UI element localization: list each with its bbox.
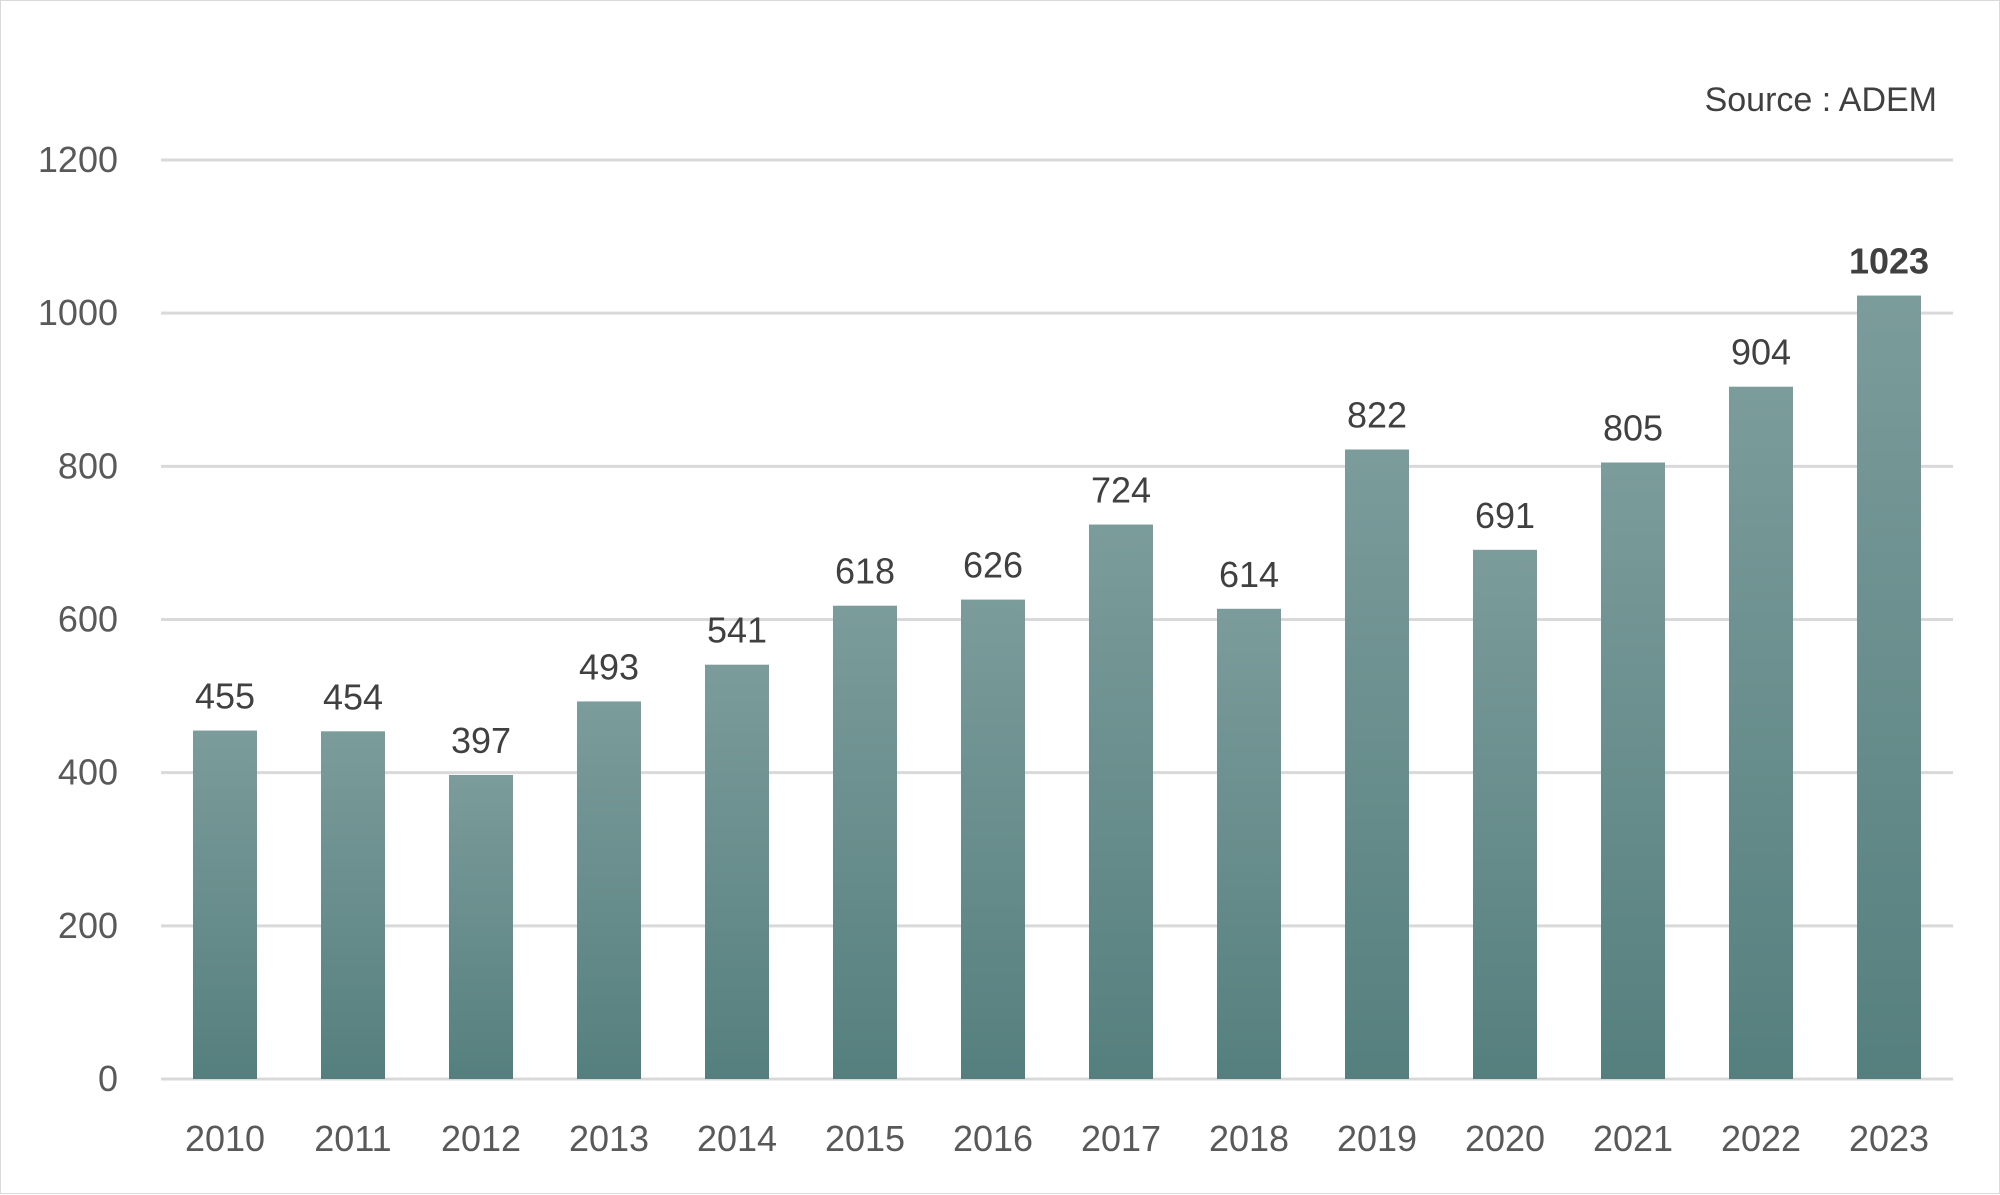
gridlines xyxy=(161,158,1953,1081)
y-tick-label: 600 xyxy=(58,599,118,640)
x-tick-label: 2021 xyxy=(1593,1118,1673,1159)
x-tick-label: 2019 xyxy=(1337,1118,1417,1159)
data-label: 455 xyxy=(195,676,255,717)
x-tick-label: 2018 xyxy=(1209,1118,1289,1159)
bar xyxy=(1473,549,1537,1079)
bar xyxy=(1729,386,1793,1080)
x-tick-label: 2023 xyxy=(1849,1118,1929,1159)
data-label: 724 xyxy=(1091,470,1151,511)
x-tick-label: 2014 xyxy=(697,1118,777,1159)
y-tick-label: 1200 xyxy=(38,139,118,180)
y-tick-label: 800 xyxy=(58,445,118,486)
bar xyxy=(1601,462,1665,1080)
data-label: 626 xyxy=(963,545,1023,586)
data-label: 1023 xyxy=(1849,241,1929,282)
y-axis-tick-labels: 0 200 400 600 800 1000 1200 xyxy=(38,139,118,1099)
bar xyxy=(1089,524,1153,1079)
y-tick-label: 200 xyxy=(58,905,118,946)
x-tick-label: 2015 xyxy=(825,1118,905,1159)
x-tick-label: 2022 xyxy=(1721,1118,1801,1159)
bar xyxy=(1857,295,1921,1079)
x-tick-label: 2016 xyxy=(953,1118,1033,1159)
bar xyxy=(1345,449,1409,1079)
data-label: 904 xyxy=(1731,332,1791,373)
bar xyxy=(833,605,897,1079)
y-tick-label: 0 xyxy=(98,1058,118,1099)
data-label: 541 xyxy=(707,610,767,651)
y-tick-label: 1000 xyxy=(38,292,118,333)
bar xyxy=(449,774,513,1079)
x-tick-label: 2011 xyxy=(314,1118,391,1159)
data-label: 493 xyxy=(579,646,639,687)
bar xyxy=(321,731,385,1079)
data-label: 618 xyxy=(835,551,895,592)
x-tick-label: 2012 xyxy=(441,1118,521,1159)
source-note: Source : ADEM xyxy=(1704,81,1937,119)
bar xyxy=(193,730,257,1079)
bar xyxy=(705,664,769,1079)
bar xyxy=(1217,608,1281,1079)
data-label: 454 xyxy=(323,676,383,717)
data-label: 822 xyxy=(1347,394,1407,435)
y-tick-label: 400 xyxy=(58,752,118,793)
data-label: 691 xyxy=(1475,495,1535,536)
x-tick-label: 2017 xyxy=(1081,1118,1161,1159)
x-tick-label: 2013 xyxy=(569,1118,649,1159)
data-labels: 455 454 397 493 541 618 626 724 614 822 691 805 904 1… xyxy=(195,241,1929,761)
x-tick-label: 2010 xyxy=(185,1118,265,1159)
bar xyxy=(577,701,641,1079)
data-label: 397 xyxy=(451,720,511,761)
data-label: 805 xyxy=(1603,408,1663,449)
x-axis-tick-labels: 2010 2011 2012 2013 2014 2015 2016 2017 2018 2019… xyxy=(185,1118,1929,1159)
x-tick-label: 2020 xyxy=(1465,1118,1545,1159)
data-label: 614 xyxy=(1219,554,1279,595)
bars xyxy=(193,295,1921,1080)
bar xyxy=(961,599,1025,1079)
